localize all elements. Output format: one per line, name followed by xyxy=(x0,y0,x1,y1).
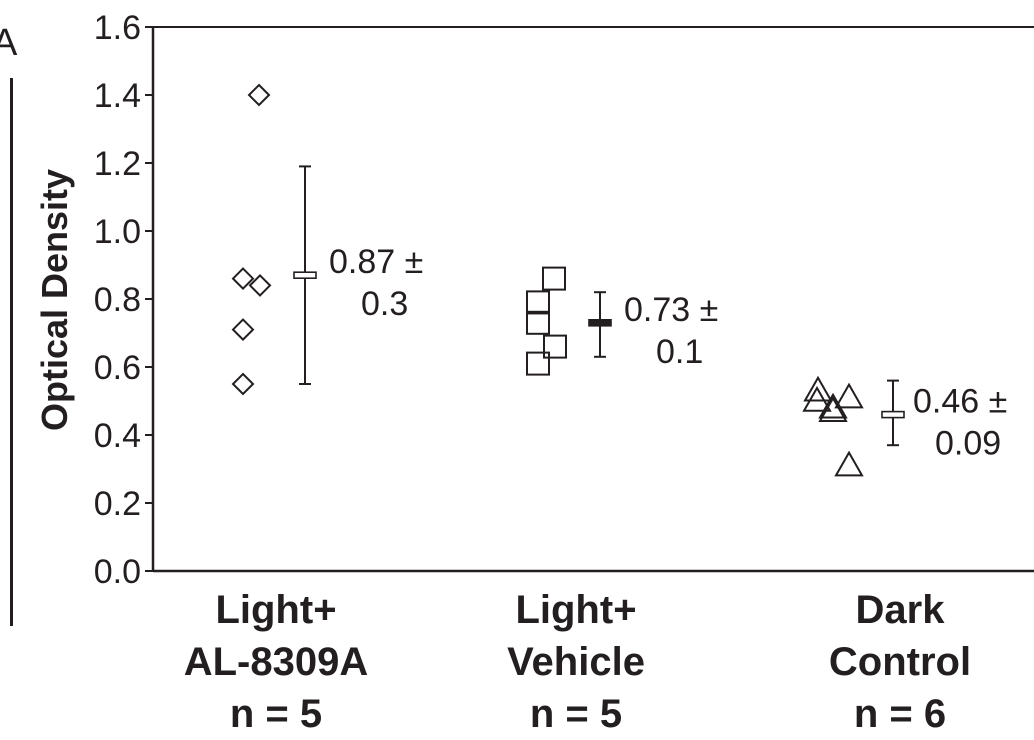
y-tick-label-7: 1.4 xyxy=(94,77,141,115)
group-3-annotation-line1: 0.46 ± xyxy=(913,383,1007,421)
category-1-line2: AL-8309A xyxy=(183,640,369,684)
y-tick-label-6: 1.2 xyxy=(94,145,141,183)
group-3-point-3 xyxy=(802,385,832,412)
side-divider-line xyxy=(10,78,13,626)
group-2-point-5 xyxy=(526,351,550,376)
category-3-n: n = 6 xyxy=(853,692,947,736)
group-1-point-2 xyxy=(231,267,255,291)
group-1-mean-marker xyxy=(293,271,317,280)
group-1-point-5 xyxy=(231,372,255,396)
group-3-point-2 xyxy=(834,382,864,409)
panel-label: A xyxy=(0,22,18,64)
category-2-line1: Light+ xyxy=(515,588,637,632)
group-2-point-4 xyxy=(543,334,567,359)
group-2-annotation-line1: 0.73 ± xyxy=(624,291,718,329)
category-2-line2: Vehicle xyxy=(507,640,645,684)
group-2-point-3 xyxy=(526,310,550,335)
category-label-1: Light+ AL-8309A n = 5 xyxy=(146,584,406,740)
group-2-mean-marker xyxy=(588,318,612,327)
group-3-mean-marker xyxy=(881,410,905,419)
category-label-2: Light+ Vehicle n = 5 xyxy=(446,584,706,740)
y-tick-label-0: 0.0 xyxy=(94,553,141,591)
y-tick-label-2: 0.4 xyxy=(94,417,141,455)
group-1-annotation-line2: 0.3 xyxy=(361,285,408,323)
y-tick-label-3: 0.6 xyxy=(94,349,141,387)
group-1-point-3 xyxy=(248,273,272,297)
group-2-point-2 xyxy=(526,290,550,315)
group-1-point-1 xyxy=(247,83,271,107)
category-1-line1: Light+ xyxy=(215,588,337,632)
y-tick-label-8: 1.6 xyxy=(94,9,141,47)
group-3-point-4 xyxy=(818,392,848,419)
y-tick-label-1: 0.2 xyxy=(94,485,141,523)
group-3-point-6 xyxy=(834,450,864,477)
group-1-point-4 xyxy=(231,318,255,342)
category-3-line2: Control xyxy=(828,640,972,684)
group-3-point-5 xyxy=(818,396,848,422)
category-1-n: n = 5 xyxy=(229,692,323,736)
group-2-point-1 xyxy=(542,266,566,291)
group-3-annotation-line2: 0.09 xyxy=(935,425,1001,463)
group-1-annotation-line1: 0.87 ± xyxy=(329,243,423,281)
y-tick-label-5: 1.0 xyxy=(94,213,141,251)
group-3-point-1 xyxy=(803,375,833,402)
category-2-n: n = 5 xyxy=(529,692,623,736)
y-tick-label-4: 0.8 xyxy=(94,281,141,319)
group-2-annotation-line2: 0.1 xyxy=(656,333,703,371)
category-3-line1: Dark xyxy=(855,588,945,632)
category-label-3: Dark Control n = 6 xyxy=(770,584,1030,740)
